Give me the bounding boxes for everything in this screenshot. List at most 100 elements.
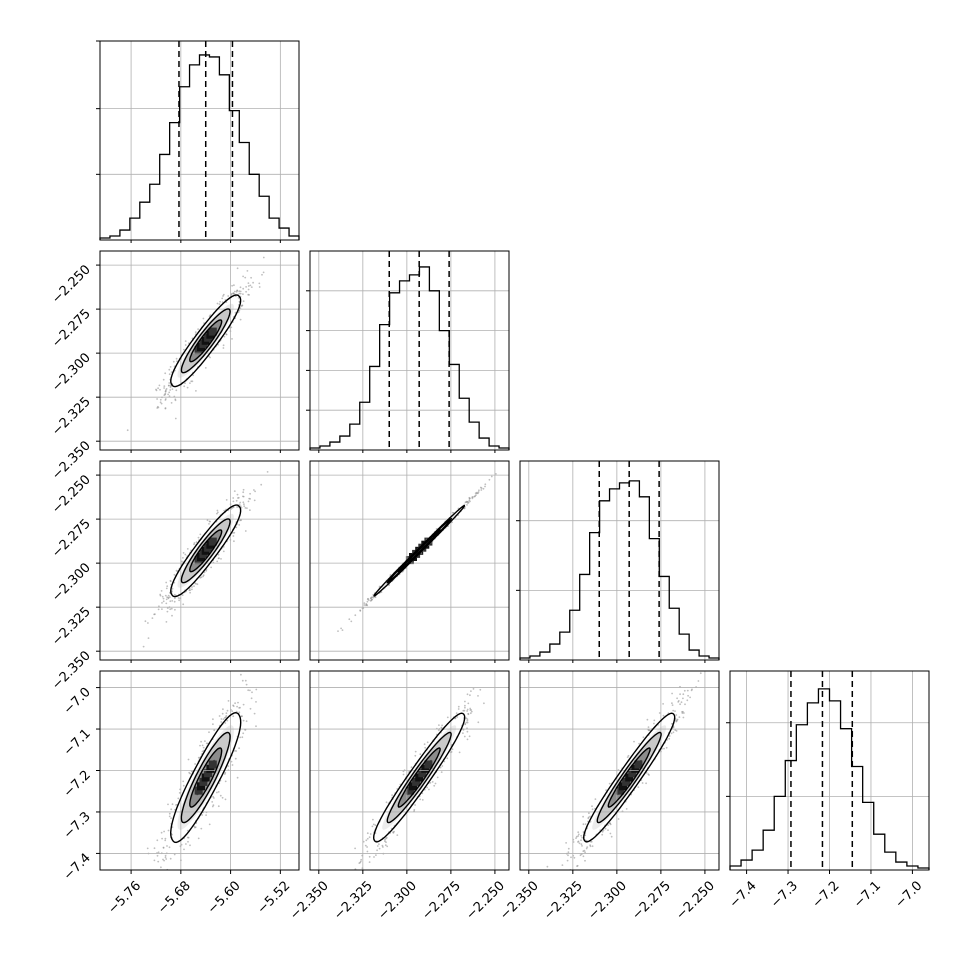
histogram-panel-3 (729, 671, 930, 870)
scatter-point (165, 598, 168, 601)
scatter-point (245, 683, 248, 686)
scatter-point (195, 582, 197, 585)
scatter-point (384, 844, 387, 847)
scatter-point (238, 711, 241, 714)
scatter-point (587, 817, 590, 820)
panel-grid-0-1 (100, 251, 299, 450)
scatter-point (182, 603, 185, 606)
density-core-0-3 (194, 786, 203, 795)
scatter-point (483, 702, 485, 705)
scatter-point (567, 847, 570, 850)
scatter-point (353, 873, 355, 875)
x-tick-label-2-4: −2.250 (673, 878, 718, 923)
scatter-point (490, 475, 493, 478)
scatter-point (239, 318, 242, 321)
scatter-point (246, 507, 248, 509)
scatter-point (466, 504, 468, 506)
scatter-point (351, 880, 353, 882)
scatter-point (254, 490, 256, 493)
scatter-point (164, 856, 167, 859)
scatter-point (235, 750, 238, 752)
scatter-point (249, 689, 251, 692)
scatter-point (495, 668, 497, 670)
scatter-point (157, 387, 160, 390)
scatter-point (431, 781, 434, 783)
panel-frame-2-3 (519, 670, 720, 871)
histogram-step-3 (729, 688, 930, 870)
scatter-point (201, 814, 204, 816)
scatter-point (232, 704, 235, 707)
scatter-point (440, 726, 443, 729)
scatter-point (217, 511, 219, 514)
scatter-point (363, 602, 366, 604)
scatter-point (239, 501, 242, 504)
scatter-point (175, 357, 178, 360)
scatter-point (169, 366, 172, 368)
scatter-point (192, 374, 195, 377)
scatter-point (255, 701, 257, 703)
scatter-point (231, 284, 234, 287)
y-tick-label-1-4: −2.250 (49, 262, 94, 307)
scatter-point (203, 571, 206, 574)
y-tick-label-2-3: −2.275 (49, 516, 94, 561)
scatter-point (157, 608, 160, 611)
scatter-point (466, 719, 469, 722)
scatter-point (160, 590, 163, 592)
scatter-point (237, 701, 239, 704)
scatter-point (159, 401, 162, 404)
scatter-point (197, 837, 200, 840)
scatter-point (222, 347, 225, 349)
scatter-point (146, 847, 149, 850)
scatter-point (327, 915, 329, 917)
scatter-point (627, 754, 630, 757)
density-core-0-2 (208, 537, 217, 546)
scatter-point (162, 847, 165, 849)
scatter-point (378, 843, 380, 845)
scatter-point (239, 292, 242, 295)
scatter-point (340, 627, 342, 630)
scatter-point (164, 399, 167, 401)
scatter-point (393, 830, 395, 833)
panel-frame-0-1 (99, 250, 300, 451)
scatter-point (469, 500, 471, 503)
scatter-point (374, 824, 377, 827)
scatter-point (178, 792, 181, 794)
scatter-point (153, 859, 156, 862)
density-core-1-3 (418, 769, 427, 778)
scatter-point (242, 495, 244, 498)
density-core-0-3 (206, 764, 215, 773)
scatter-point (232, 535, 235, 537)
contour-line-2-3-2 (607, 747, 651, 808)
scatter-point (570, 856, 572, 859)
scatter-point (567, 880, 569, 882)
x-tick-label-1-3: −2.275 (419, 878, 464, 923)
scatter-point (236, 267, 239, 270)
scatter-point (424, 746, 427, 749)
scatter-point (249, 509, 251, 511)
scatter-point (469, 707, 472, 710)
scatter-point (366, 832, 369, 835)
scatter-point (236, 705, 239, 708)
scatter-point (170, 817, 173, 819)
scatter-point (370, 597, 372, 600)
scatter-point (208, 523, 210, 525)
density-0-2 (170, 505, 241, 597)
scatter-point (473, 495, 476, 498)
scatter-point (227, 700, 230, 702)
scatter-point (638, 742, 640, 745)
scatter-point (510, 455, 512, 457)
scatter-point (231, 710, 234, 713)
scatter-point (236, 493, 239, 496)
scatter-point (232, 497, 235, 499)
scatter-point (580, 843, 583, 846)
scatter-point (250, 697, 253, 700)
scatter-point (467, 713, 470, 716)
scatter-point (364, 844, 367, 847)
x-tick-label-1-2: −2.300 (375, 878, 420, 923)
scatter-point (159, 388, 161, 391)
scatter-point (470, 690, 472, 692)
scatter-point (358, 862, 361, 864)
scatter-point (212, 718, 214, 721)
density-1-3 (373, 713, 465, 842)
scatter-point (239, 505, 242, 507)
